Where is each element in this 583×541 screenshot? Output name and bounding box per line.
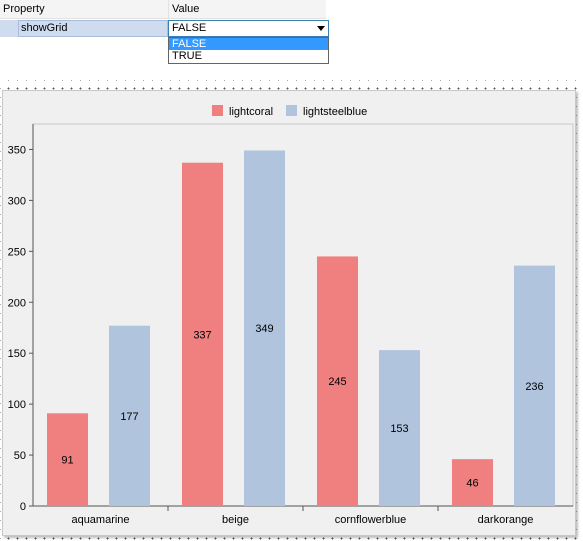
bar-lightcoral-darkorange[interactable] <box>452 459 493 506</box>
x-tick-label-beige: beige <box>222 514 249 526</box>
bar-value-label: 337 <box>193 329 211 341</box>
bar-lightsteelblue-cornflowerblue[interactable] <box>379 350 420 506</box>
x-tick-label-cornflowerblue: cornflowerblue <box>335 514 407 526</box>
y-tick-label: 0 <box>20 501 26 513</box>
property-grid: Property Value showGrid FALSE FALSE TRUE <box>0 0 330 66</box>
bar-lightcoral-aquamarine[interactable] <box>47 413 88 506</box>
y-tick-label: 200 <box>8 297 26 309</box>
dropdown-current-value: FALSE <box>172 22 207 34</box>
y-tick-label: 350 <box>8 144 26 156</box>
y-tick-label: 250 <box>8 246 26 258</box>
x-tick-label-aquamarine: aquamarine <box>71 514 129 526</box>
x-tick-label-darkorange: darkorange <box>478 514 534 526</box>
legend-swatch-lightcoral <box>212 105 223 116</box>
y-tick-label: 100 <box>8 399 26 411</box>
bar-lightcoral-cornflowerblue[interactable] <box>317 256 358 506</box>
bar-value-label: 177 <box>120 411 138 423</box>
y-tick-label: 300 <box>8 195 26 207</box>
showgrid-value-dropdown[interactable]: FALSE <box>168 20 329 37</box>
bar-lightsteelblue-darkorange[interactable] <box>514 265 555 506</box>
dropdown-option-list: FALSE TRUE <box>168 37 329 64</box>
bar-lightsteelblue-aquamarine[interactable] <box>109 325 150 506</box>
property-column-header[interactable]: Property <box>0 0 169 19</box>
bar-value-label: 153 <box>390 423 408 435</box>
chevron-down-icon[interactable] <box>317 26 325 31</box>
value-column-header[interactable]: Value <box>169 0 326 19</box>
chart-frame: 0 50 100 150 200 250 300 350 aquamarine 91 177 beig… <box>2 90 576 536</box>
row-gutter <box>0 20 18 37</box>
bar-value-label: 245 <box>328 376 346 388</box>
y-tick-label: 150 <box>8 348 26 360</box>
bar-value-label: 91 <box>61 455 73 467</box>
bar-lightsteelblue-beige[interactable] <box>244 150 285 506</box>
bar-value-label: 46 <box>466 478 478 490</box>
bar-value-label: 236 <box>525 381 543 393</box>
bar-chart: 0 50 100 150 200 250 300 350 aquamarine 91 177 beig… <box>8 105 574 526</box>
property-row-showgrid[interactable]: showGrid <box>0 20 330 37</box>
legend-label-lightsteelblue: lightsteelblue <box>303 106 367 118</box>
y-tick-label: 50 <box>14 450 26 462</box>
legend-label-lightcoral: lightcoral <box>229 106 273 118</box>
property-name-showgrid[interactable]: showGrid <box>18 20 168 37</box>
dropdown-option-false[interactable]: FALSE <box>169 38 328 50</box>
bar-value-label: 349 <box>255 323 273 335</box>
dropdown-option-true[interactable]: TRUE <box>172 50 202 62</box>
legend-swatch-lightsteelblue <box>286 105 297 116</box>
bar-lightcoral-beige[interactable] <box>182 162 223 506</box>
